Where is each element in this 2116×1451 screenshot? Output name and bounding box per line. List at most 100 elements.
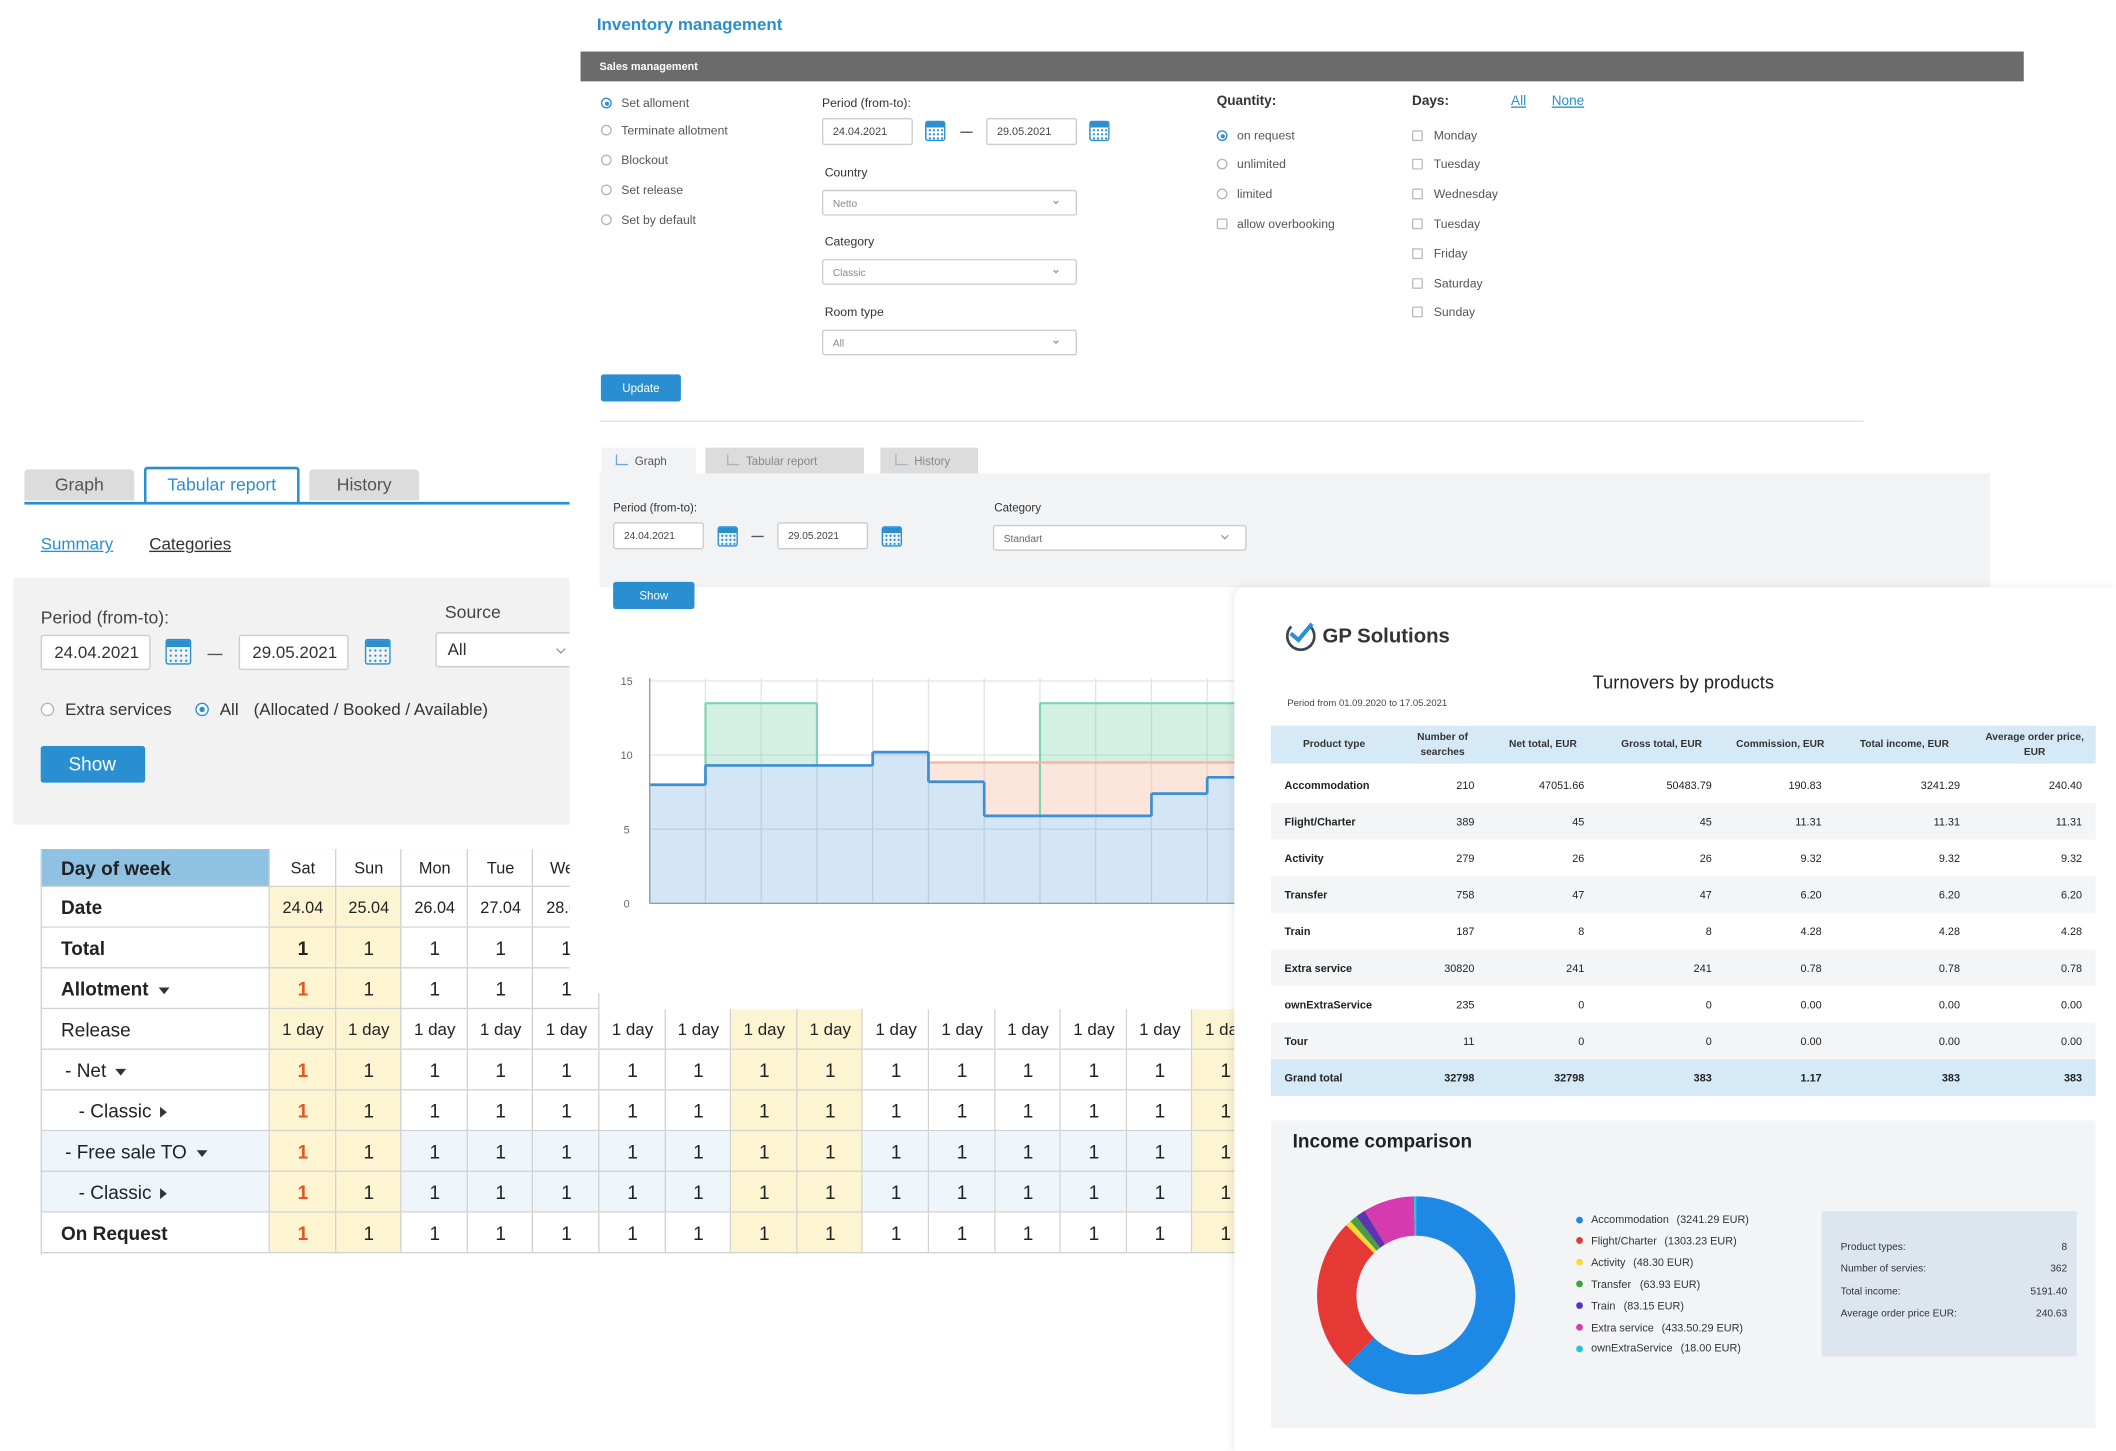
radio-label[interactable]: All <box>219 699 239 719</box>
cell-value: 1 <box>1022 1222 1034 1244</box>
checkbox-label[interactable]: allow overbooking <box>1237 217 1335 231</box>
date-input[interactable] <box>986 118 1077 146</box>
radio-label[interactable]: on request <box>1237 128 1295 143</box>
calendar-icon[interactable] <box>925 120 946 142</box>
table-cell <box>335 927 402 969</box>
radio-label[interactable]: Extra services <box>65 699 172 719</box>
date-input[interactable] <box>238 634 349 671</box>
checkbox[interactable] <box>1412 218 1423 230</box>
checkbox-label[interactable]: Sunday <box>1433 305 1476 319</box>
expand-arrow[interactable] <box>159 1188 167 1200</box>
table-row <box>1270 839 2096 877</box>
tab-label[interactable]: Graph <box>54 474 104 495</box>
radio[interactable] <box>600 97 612 109</box>
radio-label[interactable]: unlimited <box>1237 157 1286 171</box>
radio[interactable] <box>600 124 612 136</box>
link[interactable]: None <box>1551 94 1585 110</box>
button[interactable] <box>613 581 695 610</box>
cell-value: 47 <box>1572 888 1585 901</box>
tab-label[interactable]: Graph <box>634 453 667 468</box>
checkbox[interactable] <box>1412 248 1423 260</box>
radio-note: (Allocated / Booked / Available) <box>253 699 489 719</box>
tab-label[interactable]: History <box>336 474 392 495</box>
calendar-icon[interactable] <box>717 526 738 547</box>
checkbox[interactable] <box>1412 130 1423 142</box>
radio-label[interactable]: Set by default <box>621 212 696 227</box>
table-cell <box>1126 1131 1193 1172</box>
calendar-icon[interactable] <box>1089 120 1110 142</box>
date-input[interactable] <box>40 634 151 671</box>
tab[interactable] <box>705 447 865 474</box>
radio-label[interactable]: Set alloment <box>621 96 690 110</box>
calendar-bar <box>1090 122 1109 128</box>
table-cell <box>929 1171 996 1213</box>
select[interactable] <box>821 259 1077 285</box>
radio[interactable] <box>1216 188 1228 200</box>
calendar-icon[interactable] <box>364 638 391 665</box>
button[interactable] <box>600 374 681 402</box>
checkbox-label[interactable]: Saturday <box>1433 276 1483 291</box>
radio-label[interactable]: limited <box>1237 187 1273 201</box>
select[interactable] <box>992 524 1247 551</box>
date-input[interactable] <box>613 522 704 550</box>
radio[interactable] <box>600 154 612 166</box>
date-input[interactable] <box>821 118 913 146</box>
expand-arrow[interactable] <box>196 1149 208 1157</box>
cell-value: 1 day <box>413 1020 456 1040</box>
table-cell <box>401 1171 468 1213</box>
cell-value: 1 <box>759 1100 770 1122</box>
tab[interactable] <box>143 466 300 504</box>
button-label[interactable]: Show <box>639 588 669 603</box>
select[interactable] <box>821 329 1077 356</box>
button[interactable] <box>40 746 146 783</box>
checkbox-label[interactable]: Monday <box>1433 128 1478 143</box>
checkbox[interactable] <box>1216 218 1228 230</box>
button-label[interactable]: Update <box>622 381 660 395</box>
radio[interactable] <box>40 702 55 717</box>
radio[interactable] <box>1216 158 1228 170</box>
radio[interactable] <box>195 702 209 717</box>
radio-label[interactable]: Blockout <box>621 153 669 167</box>
checkbox[interactable] <box>1412 158 1423 170</box>
cell-value: 1 day <box>1073 1020 1115 1040</box>
tab-icon <box>615 454 629 466</box>
expand-arrow[interactable] <box>158 987 169 994</box>
link[interactable]: Summary <box>40 534 114 554</box>
checkbox-label[interactable]: Tuesday <box>1433 217 1481 231</box>
area-segment <box>872 752 929 904</box>
tab[interactable] <box>880 447 978 474</box>
checkbox[interactable] <box>1412 306 1423 318</box>
link[interactable]: All <box>1511 94 1527 110</box>
tab[interactable] <box>309 469 420 501</box>
tab-label[interactable]: History <box>914 453 951 468</box>
button-label[interactable]: Show <box>68 752 116 775</box>
radio[interactable] <box>600 214 612 226</box>
tab-label[interactable]: Tabular report <box>167 474 277 495</box>
calendar-icon[interactable] <box>881 526 903 547</box>
cell-value: 1 day <box>677 1020 720 1040</box>
cell-value: 1 <box>759 1181 770 1204</box>
checkbox[interactable] <box>1412 188 1423 200</box>
link[interactable]: Categories <box>149 534 232 554</box>
checkbox[interactable] <box>1412 278 1423 289</box>
radio-label[interactable]: Terminate allotment <box>621 123 728 137</box>
checkbox-label[interactable]: Wednesday <box>1433 187 1498 201</box>
checkbox-label[interactable]: Tuesday <box>1433 157 1481 171</box>
radio-label[interactable]: Set release <box>621 183 683 197</box>
expand-arrow[interactable] <box>159 1107 167 1119</box>
select[interactable] <box>821 189 1077 216</box>
select[interactable] <box>435 632 585 668</box>
tab-label[interactable]: Tabular report <box>746 453 818 468</box>
checkbox-label[interactable]: Friday <box>1433 246 1468 261</box>
tab-underline <box>24 501 570 505</box>
date-input[interactable] <box>777 522 869 550</box>
cell-value: 0.00 <box>1938 998 1961 1011</box>
table-cell <box>1126 1171 1193 1213</box>
radio[interactable] <box>1216 130 1228 142</box>
calendar-icon[interactable] <box>165 638 192 665</box>
radio[interactable] <box>600 184 612 196</box>
expand-arrow[interactable] <box>115 1068 127 1076</box>
cell-value: 4.28 <box>1800 925 1822 938</box>
tab[interactable] <box>24 469 135 501</box>
